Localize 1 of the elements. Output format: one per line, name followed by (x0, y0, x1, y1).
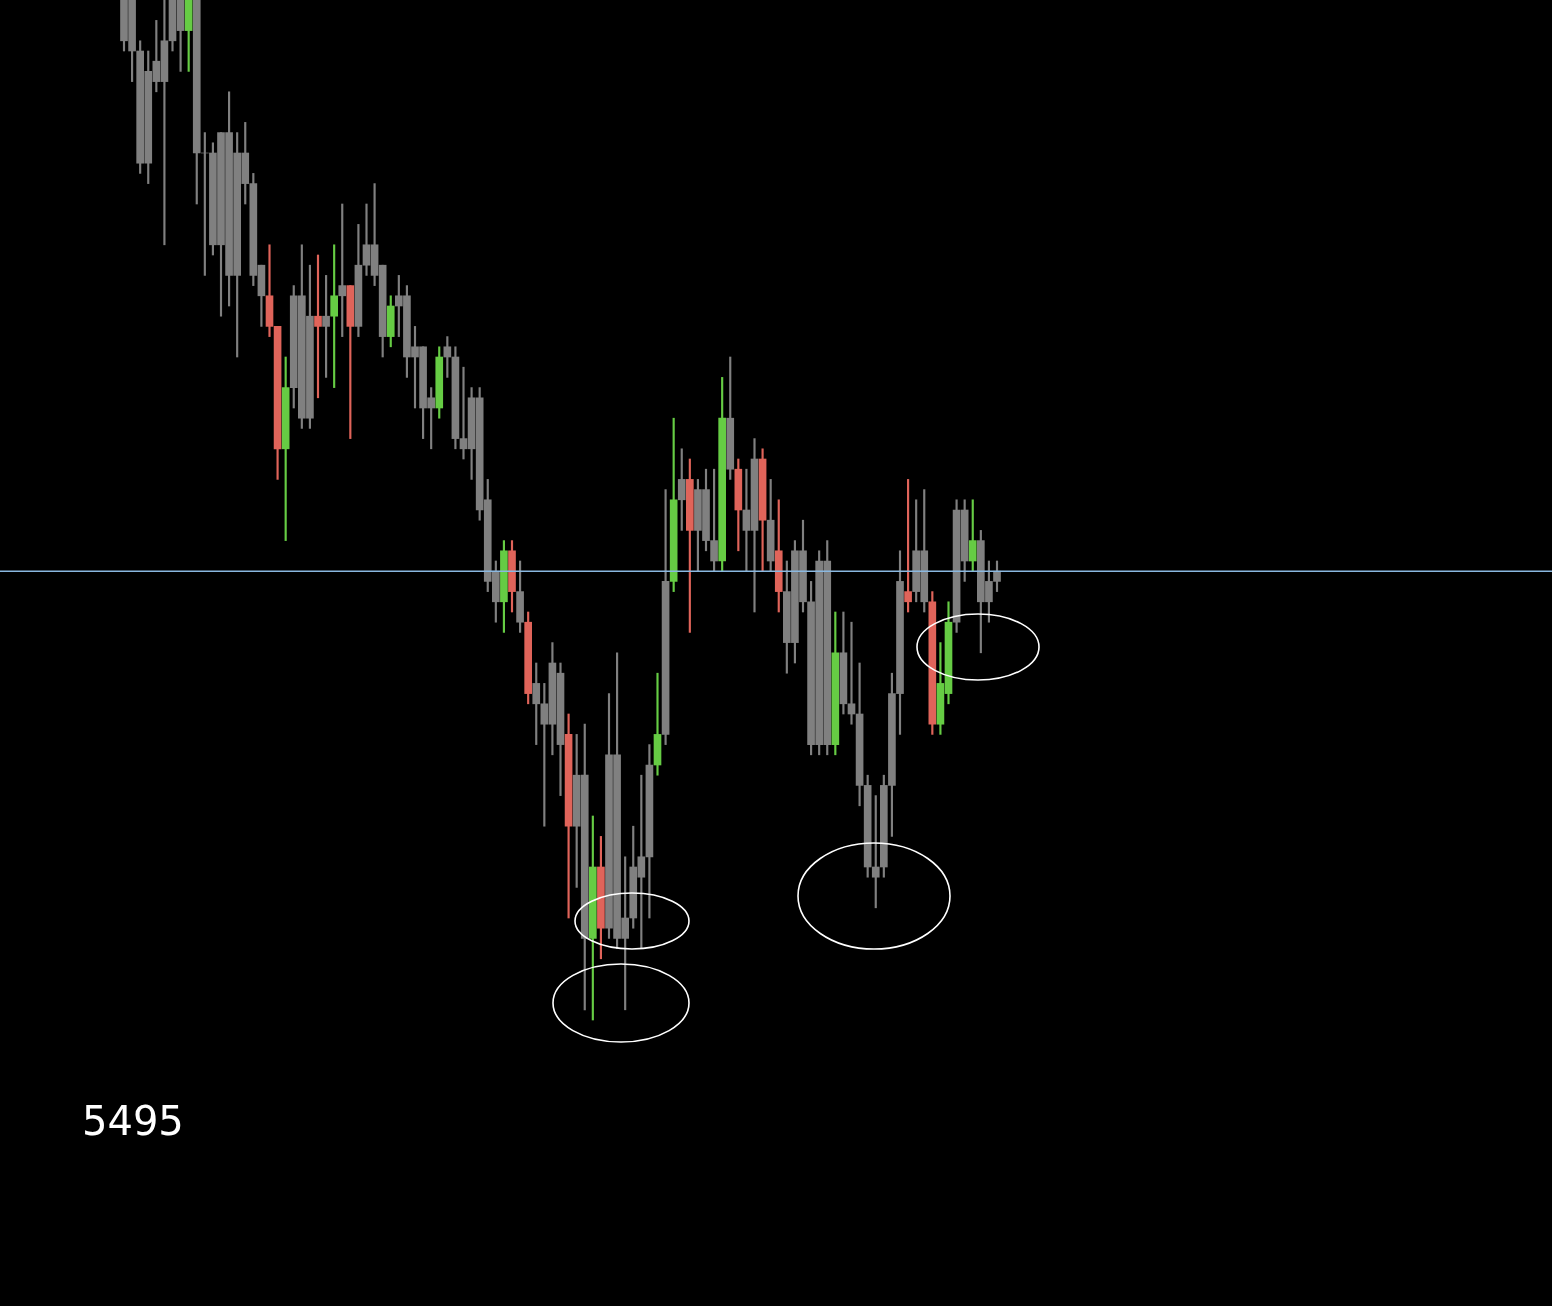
text: 5495 (82, 1098, 184, 1144)
